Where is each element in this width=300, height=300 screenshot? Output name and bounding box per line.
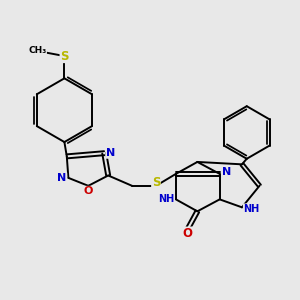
- Text: NH: NH: [158, 194, 174, 204]
- Text: S: S: [60, 50, 69, 62]
- Text: CH₃: CH₃: [28, 46, 46, 55]
- Text: S: S: [152, 176, 160, 189]
- Text: O: O: [84, 186, 93, 197]
- Text: N: N: [106, 148, 115, 158]
- Text: O: O: [183, 227, 193, 240]
- Text: N: N: [57, 173, 67, 183]
- Text: NH: NH: [243, 204, 260, 214]
- Text: N: N: [222, 167, 232, 177]
